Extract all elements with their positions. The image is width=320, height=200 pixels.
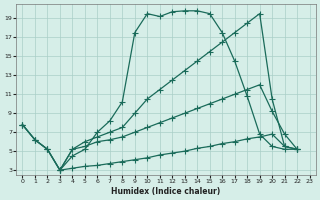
X-axis label: Humidex (Indice chaleur): Humidex (Indice chaleur): [111, 187, 221, 196]
